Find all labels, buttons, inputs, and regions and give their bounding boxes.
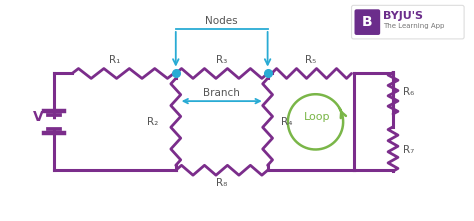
Text: R₄: R₄ <box>282 117 293 127</box>
Text: The Learning App: The Learning App <box>383 23 445 29</box>
Text: Nodes: Nodes <box>205 16 238 26</box>
Text: V: V <box>33 110 44 124</box>
Text: R₈: R₈ <box>216 178 228 188</box>
Text: R₂: R₂ <box>147 117 158 127</box>
Text: R₆: R₆ <box>403 87 414 97</box>
FancyBboxPatch shape <box>352 5 464 39</box>
Text: R₁: R₁ <box>109 55 121 65</box>
Text: B: B <box>362 15 373 29</box>
Text: Branch: Branch <box>203 88 240 98</box>
Text: Loop: Loop <box>304 112 331 122</box>
Text: R₅: R₅ <box>305 55 316 65</box>
Text: R₇: R₇ <box>403 145 414 154</box>
FancyBboxPatch shape <box>355 9 380 35</box>
Text: BYJU'S: BYJU'S <box>383 11 423 21</box>
Text: R₃: R₃ <box>216 55 228 65</box>
